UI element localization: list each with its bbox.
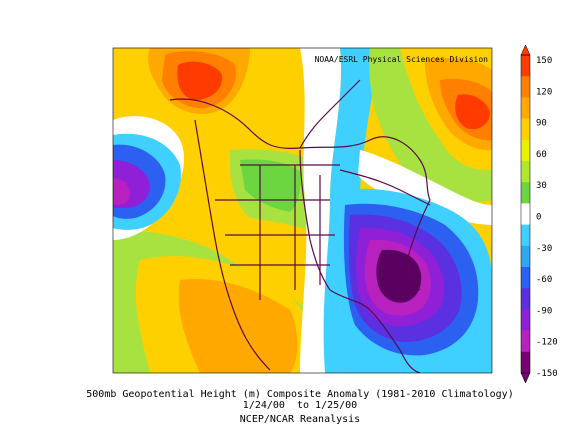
colorbar: 150 120 90 60 30 0 -30 -60 -90 -120 -150 xyxy=(520,44,558,384)
anomaly-field xyxy=(113,48,492,373)
colorbar-tick-label: -120 xyxy=(536,338,558,348)
colorbar-swatch xyxy=(521,245,530,268)
colorbar-max-arrow xyxy=(520,44,531,56)
colorbar-swatch xyxy=(521,76,530,98)
colorbar-tick-label: -30 xyxy=(536,244,552,254)
colorbar-swatch xyxy=(521,161,530,183)
colorbar-swatch xyxy=(521,351,530,374)
colorbar-swatch xyxy=(521,288,530,310)
caption-line2: 1/24/00 to 1/25/00 xyxy=(243,400,357,411)
colorbar-swatch xyxy=(521,224,530,247)
colorbar-outline xyxy=(520,54,531,374)
colorbar-swatch xyxy=(521,203,530,225)
colorbar-tick-label: 90 xyxy=(536,119,547,129)
colorbar-swatch xyxy=(521,55,530,77)
coastlines xyxy=(169,79,431,373)
colorbar-tick-label: 150 xyxy=(536,56,552,66)
colorbar-swatch xyxy=(521,309,530,331)
colorbar-tick-label: 60 xyxy=(536,150,547,160)
colorbar-swatch xyxy=(521,267,530,289)
colorbar-tick-label: -60 xyxy=(536,275,552,285)
colorbar-tick-label: 0 xyxy=(536,213,541,223)
colorbar-swatch xyxy=(521,330,530,353)
colorbar-swatch xyxy=(521,97,530,119)
colorbar-swatch xyxy=(521,118,530,141)
colorbar-tick-label: 120 xyxy=(536,87,552,97)
colorbar-tick-label: -150 xyxy=(536,369,558,379)
colorbar-swatch xyxy=(521,182,530,204)
plot-frame xyxy=(112,47,493,374)
caption-line3: NCEP/NCAR Reanalysis xyxy=(240,414,360,425)
colorbar-tick-label: 30 xyxy=(536,181,547,191)
caption-line1: 500mb Geopotential Height (m) Composite … xyxy=(86,389,513,400)
colorbar-tick-label: -90 xyxy=(536,306,552,316)
credit-text: NOAA/ESRL Physical Sciences Division xyxy=(315,55,489,64)
colorbar-min-arrow xyxy=(520,372,531,384)
colorbar-swatch xyxy=(521,139,530,162)
